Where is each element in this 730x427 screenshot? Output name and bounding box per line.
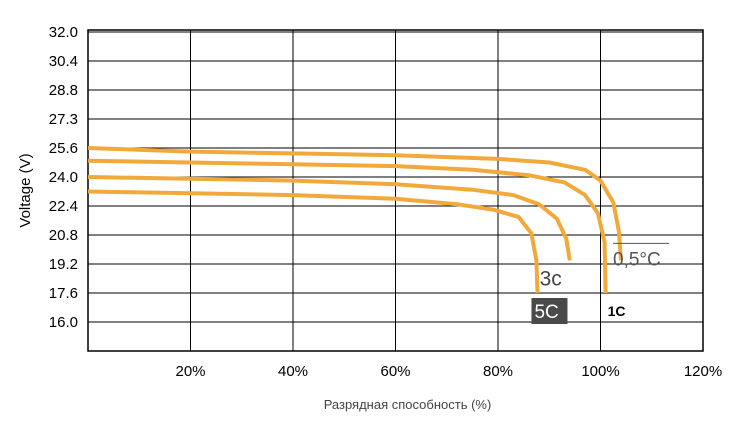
y-tick-label: 32.0 — [49, 24, 78, 41]
series-label: 0,5°C — [613, 249, 661, 270]
x-tick-label: 120% — [684, 363, 722, 380]
y-tick-label: 25.6 — [49, 140, 78, 157]
series-label: 1C — [608, 303, 626, 319]
x-axis-title: Разрядная способность (%) — [324, 397, 492, 412]
x-tick-label: 80% — [483, 363, 513, 380]
series-line-1 — [87, 158, 608, 294]
x-tick-label: 60% — [380, 363, 410, 380]
x-tick-label: 100% — [581, 363, 619, 380]
series-line-0 — [87, 146, 623, 261]
series-line-3 — [87, 189, 540, 294]
series-label: 5C — [534, 302, 558, 323]
series-label: 3c — [540, 267, 562, 290]
y-tick-label: 27.3 — [49, 111, 78, 128]
x-tick-label: 40% — [278, 363, 308, 380]
x-tick-label: 20% — [175, 363, 205, 380]
y-tick-label: 20.8 — [49, 227, 78, 244]
y-tick-label: 28.8 — [49, 82, 78, 99]
series-line-2 — [87, 175, 572, 261]
y-tick-label: 30.4 — [49, 53, 78, 70]
y-tick-label: 22.4 — [49, 198, 78, 215]
y-axis-title: Voltage (V) — [17, 153, 34, 227]
y-tick-label: 24.0 — [49, 169, 78, 186]
y-tick-label: 17.6 — [49, 285, 78, 302]
series-label-box — [531, 298, 568, 324]
y-tick-label: 16.0 — [49, 314, 78, 331]
y-tick-label: 19.2 — [49, 256, 78, 273]
